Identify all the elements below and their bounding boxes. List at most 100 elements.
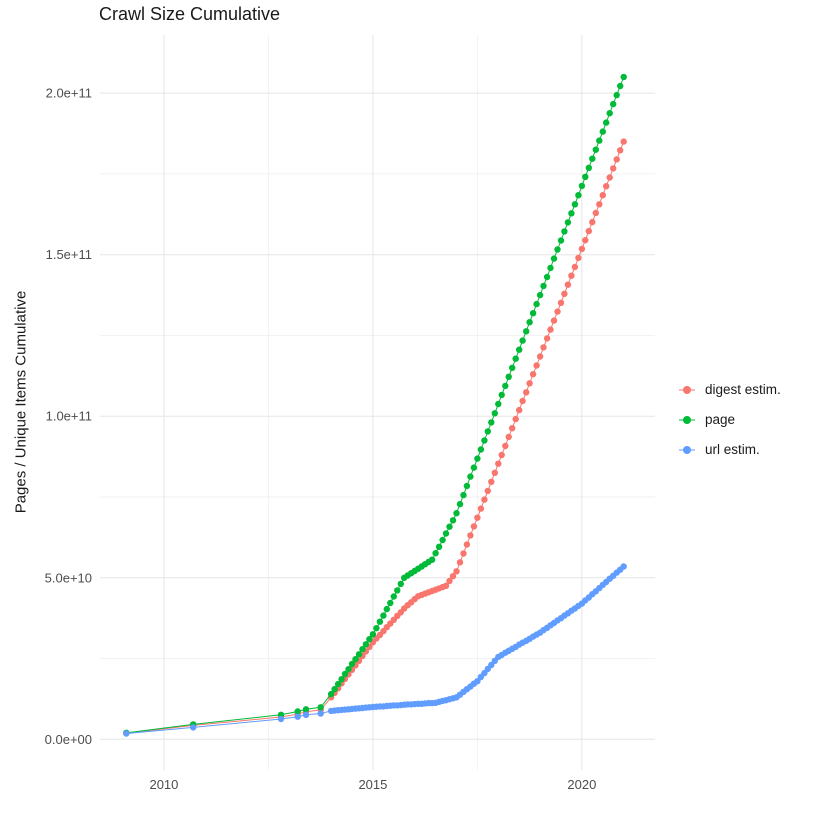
data-point <box>505 433 512 441</box>
data-point <box>442 530 450 537</box>
legend-label: url estim. <box>705 442 760 457</box>
data-point <box>302 706 310 713</box>
data-point <box>294 708 301 715</box>
data-point <box>564 281 572 288</box>
data-point <box>397 580 404 588</box>
data-point <box>536 291 544 299</box>
data-point <box>550 255 558 262</box>
data-point <box>453 510 460 517</box>
data-point <box>467 532 474 539</box>
chart-title: Crawl Size Cumulative <box>99 4 281 24</box>
data-point <box>540 344 547 351</box>
data-point <box>481 437 488 444</box>
data-point <box>355 651 363 658</box>
data-point <box>610 100 617 108</box>
data-point <box>456 500 464 508</box>
data-point <box>467 473 474 480</box>
legend-item-page: page <box>676 411 781 428</box>
data-point <box>589 218 596 226</box>
data-point <box>428 556 436 563</box>
data-point <box>512 355 519 362</box>
data-point <box>585 164 592 171</box>
data-point <box>578 245 586 253</box>
data-point <box>498 391 505 399</box>
data-point <box>599 192 606 199</box>
data-point <box>327 690 335 698</box>
data-point <box>550 317 558 324</box>
data-point <box>505 373 512 380</box>
data-point <box>484 428 491 435</box>
data-point <box>488 419 495 426</box>
data-point <box>488 661 495 669</box>
data-point <box>453 568 460 575</box>
data-point <box>529 310 537 317</box>
data-point <box>123 730 130 737</box>
data-point <box>495 460 502 467</box>
data-point <box>526 380 533 387</box>
data-point <box>533 362 540 369</box>
data-point <box>561 228 568 235</box>
data-point <box>543 335 551 342</box>
data-point <box>491 469 498 476</box>
data-point <box>460 491 467 499</box>
data-point <box>557 237 565 244</box>
data-point <box>277 715 285 723</box>
data-point <box>568 210 575 217</box>
data-point <box>352 656 359 663</box>
data-point <box>533 300 540 308</box>
x-tick-label: 2015 <box>358 777 387 792</box>
data-point <box>488 478 495 485</box>
data-point <box>439 536 446 544</box>
data-point <box>373 625 380 632</box>
legend: digest estim. page url estim. <box>676 381 781 471</box>
data-point <box>432 550 439 557</box>
data-point <box>463 541 471 548</box>
series-url-estim <box>123 563 627 737</box>
data-point <box>554 246 561 253</box>
data-point <box>620 563 627 570</box>
data-point <box>317 704 324 711</box>
legend-key-dot-icon <box>679 415 695 424</box>
data-point <box>474 455 481 462</box>
data-point <box>394 587 401 594</box>
data-point <box>502 442 509 450</box>
legend-label: page <box>705 412 736 427</box>
data-point <box>376 618 384 625</box>
data-point <box>502 382 509 390</box>
data-point <box>606 110 613 117</box>
y-tick-label: 5.0e+10 <box>45 570 92 585</box>
data-point <box>446 523 453 530</box>
data-point <box>456 559 464 566</box>
data-point <box>564 219 572 226</box>
data-point <box>599 128 606 135</box>
data-point <box>610 165 617 172</box>
data-point <box>571 263 579 271</box>
data-point <box>516 406 523 414</box>
data-point <box>526 319 533 326</box>
data-point <box>519 397 526 405</box>
data-point <box>620 73 627 81</box>
legend-item-url-estim: url estim. <box>676 441 781 458</box>
data-point <box>359 646 366 653</box>
data-point <box>495 400 502 408</box>
y-tick-label: 1.5e+11 <box>46 247 92 262</box>
data-point <box>578 182 586 190</box>
data-point <box>516 346 523 353</box>
gridlines <box>100 35 655 770</box>
data-point <box>383 605 390 613</box>
legend-key-dot-icon <box>679 385 695 394</box>
data-point <box>561 290 568 297</box>
data-point <box>617 82 624 90</box>
data-point <box>603 119 610 126</box>
data-point <box>523 328 530 335</box>
axis-labels: 2010 2015 2020 0.0e+00 5.0e+10 1.0e+11 1.5e+11… <box>45 86 597 792</box>
data-point <box>509 425 516 432</box>
data-point <box>477 505 485 512</box>
data-point <box>585 227 592 235</box>
data-point <box>338 676 345 683</box>
data-point <box>341 670 349 678</box>
data-point <box>348 660 356 668</box>
data-point <box>582 173 589 180</box>
data-point <box>294 713 301 720</box>
data-point <box>449 517 457 524</box>
